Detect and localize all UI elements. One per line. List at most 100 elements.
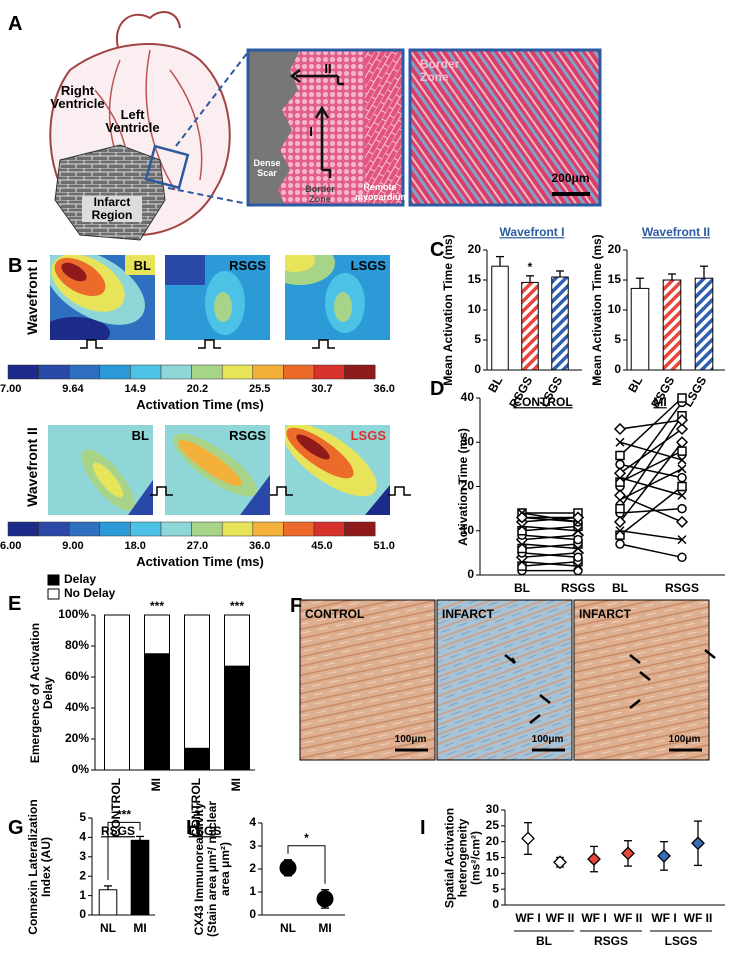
point <box>621 846 635 861</box>
activation-map <box>285 425 390 515</box>
pair-line <box>619 419 683 430</box>
colorbar-cell <box>344 521 376 537</box>
y-tick-label: 4 <box>249 815 256 829</box>
colorbar-cell <box>221 364 254 380</box>
map-label: RSGS <box>229 258 266 273</box>
x-tick-label: BL <box>612 581 628 595</box>
map-label: LSGS <box>350 428 386 443</box>
x-tick-label: MI <box>318 921 331 935</box>
point <box>615 437 625 447</box>
point <box>657 848 671 863</box>
y-tick-label: 5 <box>614 332 621 346</box>
label: INFARCT <box>442 607 494 621</box>
point <box>515 511 529 524</box>
point <box>675 414 689 427</box>
group-label: MI <box>653 395 666 409</box>
colorbar-cell <box>191 521 223 537</box>
pair-line <box>619 401 683 487</box>
pair-line <box>619 507 683 514</box>
point <box>677 481 687 492</box>
colorbar-tick-label: 25.5 <box>249 383 271 395</box>
point <box>677 503 687 514</box>
map-label: BL <box>133 258 151 273</box>
colorbar-tick-label: 27.0 <box>186 540 209 552</box>
colorbar-tick-label: 51.0 <box>373 540 395 552</box>
y-tick-label: 10 <box>608 302 622 316</box>
bar <box>98 889 118 916</box>
colorbar-tick-label: 18.0 <box>124 540 146 552</box>
y-tick-label: 3 <box>249 838 256 852</box>
row-label: Wavefront II <box>23 427 40 507</box>
pair-line <box>619 468 683 501</box>
pair-line <box>619 463 683 479</box>
point <box>571 511 585 524</box>
y-tick-label: 10 <box>461 523 475 537</box>
colorbar-tick-label: 45.0 <box>311 540 333 552</box>
chart-title: Wavefront II <box>642 225 710 239</box>
legend-label: No Delay <box>64 586 116 600</box>
colorbar-tick-label: 30.7 <box>311 383 333 395</box>
point <box>675 422 689 436</box>
colorbar-cell <box>7 521 39 537</box>
group-label: RSGS <box>594 934 628 948</box>
group-label: CONTROL <box>513 395 572 409</box>
y-tick-label: 60% <box>65 669 89 683</box>
bar-segment <box>144 653 170 771</box>
y-tick-label: 15 <box>608 272 622 286</box>
x-tick-label: NL <box>100 921 116 935</box>
y-axis-label: Connexin Lateralization Index (AU) <box>26 798 53 935</box>
pair-line <box>619 543 683 559</box>
stimulus-symbol <box>80 339 411 496</box>
colorbar-cell <box>38 521 70 537</box>
x-tick-label: WF II <box>614 911 643 925</box>
colorbar-ticks: 6.00 9.00 18.0 27.0 36.0 45.0 51.0 <box>0 540 395 552</box>
colorbar-cell <box>191 364 223 380</box>
colorbar-tick-label: 36.0 <box>249 540 271 552</box>
x-tick-label: NL <box>280 921 296 935</box>
colorbar-cell <box>160 364 192 380</box>
x-tick-label: WF II <box>684 911 713 925</box>
bar <box>521 281 539 371</box>
point <box>573 552 583 563</box>
point <box>691 836 705 851</box>
bar <box>694 277 714 371</box>
label: I <box>309 124 313 139</box>
colorbar-cell <box>313 521 345 537</box>
y-tick-label: 0 <box>614 362 621 376</box>
point <box>316 890 334 908</box>
y-tick-label: 0 <box>467 567 474 581</box>
pair-line <box>521 552 579 559</box>
x-tick-label: MI <box>133 921 146 935</box>
point <box>553 855 567 870</box>
colorbar-cell <box>252 521 284 537</box>
panel-letter: H <box>186 817 201 839</box>
panel-letter: B <box>8 255 23 277</box>
x-tick-label: MI <box>149 778 163 791</box>
annotation: *** <box>230 599 244 613</box>
x-tick-label: BL <box>625 374 645 395</box>
colorbar-cell <box>252 364 284 380</box>
point <box>615 530 625 540</box>
panel-letter: E <box>8 593 22 615</box>
activation-map <box>48 425 153 515</box>
y-tick-label: 40 <box>461 390 475 404</box>
point <box>573 543 583 553</box>
map-label: RSGS <box>229 428 266 443</box>
activation-map <box>50 255 155 340</box>
bar-segment <box>224 665 250 771</box>
legend-swatch <box>47 588 60 600</box>
scale-label: 100μm <box>668 734 701 745</box>
colorbar-tick-label: 14.9 <box>124 383 146 395</box>
point <box>613 515 627 528</box>
y-axis-label: Activation Time (ms) <box>455 427 470 546</box>
label: Border Zone <box>420 57 460 84</box>
pair-line <box>619 441 683 461</box>
colorbar-tick-label: 36.0 <box>373 383 395 395</box>
colorbar-cell <box>344 364 376 380</box>
map-label: BL <box>131 428 149 443</box>
point <box>677 552 687 563</box>
group-label: LSGS <box>189 824 222 838</box>
y-tick-label: 80% <box>65 638 89 652</box>
border-zone-schematic <box>246 48 405 207</box>
x-tick-label: RSGS <box>561 581 595 595</box>
